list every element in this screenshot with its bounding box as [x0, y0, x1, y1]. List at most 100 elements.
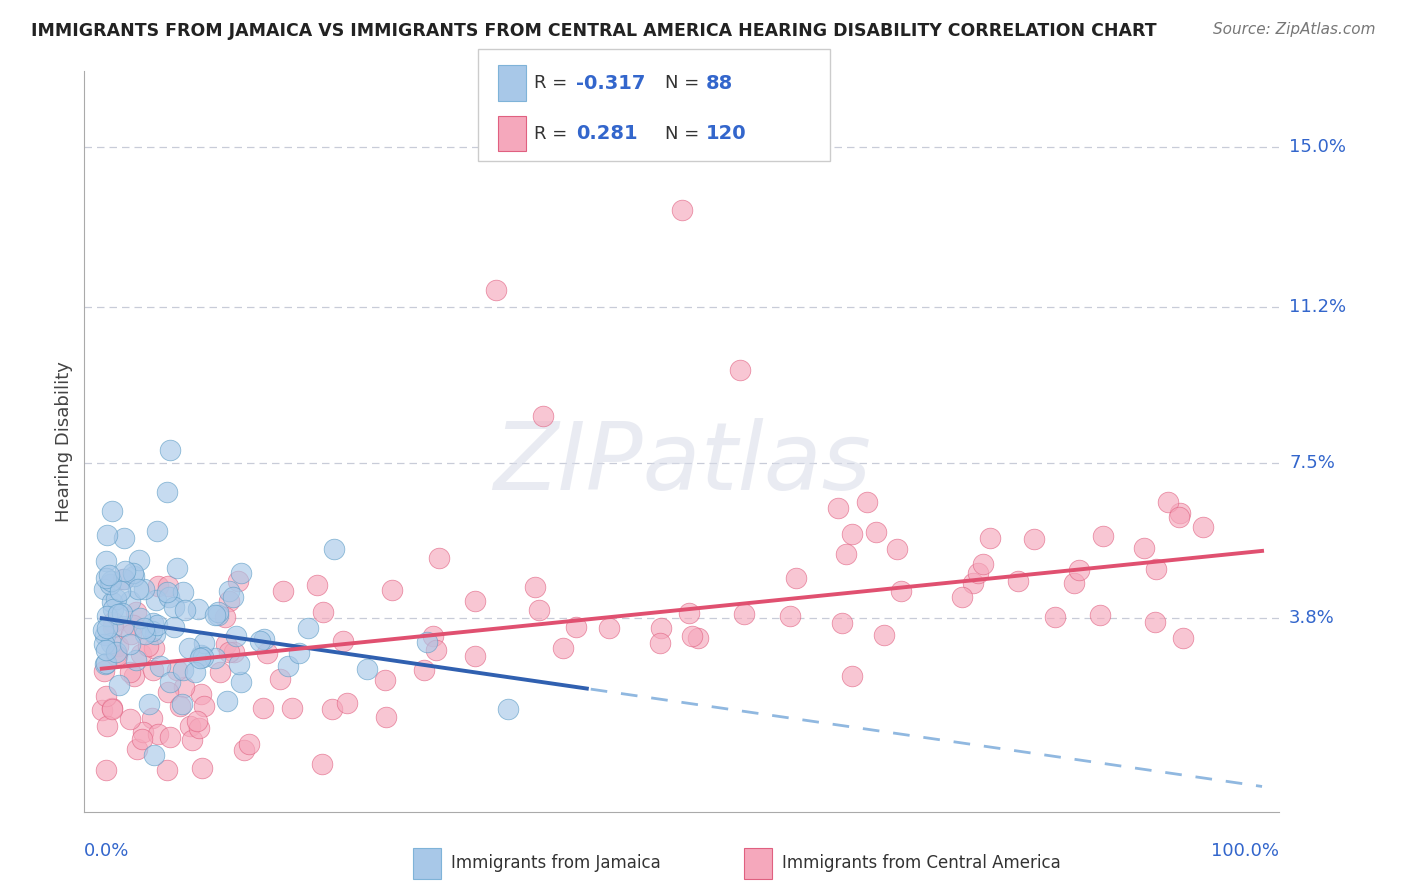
Point	[1007, 574, 1029, 588]
Point	[336, 696, 359, 710]
Point	[163, 599, 186, 614]
Text: 15.0%: 15.0%	[1289, 138, 1346, 156]
Point	[671, 203, 693, 218]
Point	[209, 665, 232, 679]
Point	[231, 675, 253, 690]
Point	[100, 595, 122, 609]
Text: 7.5%: 7.5%	[1289, 453, 1336, 472]
Text: 0.0%: 0.0%	[84, 842, 129, 860]
Point	[138, 698, 160, 712]
Text: 100.0%: 100.0%	[1212, 842, 1279, 860]
Point	[108, 678, 131, 692]
Point	[381, 583, 404, 598]
Point	[122, 569, 145, 583]
Point	[172, 663, 194, 677]
Point	[184, 665, 207, 679]
Point	[97, 567, 120, 582]
Point	[464, 648, 486, 663]
Point	[531, 409, 554, 424]
Point	[105, 648, 128, 663]
Point	[873, 628, 896, 642]
Text: Immigrants from Jamaica: Immigrants from Jamaica	[451, 855, 661, 872]
Point	[159, 442, 181, 457]
Text: 0.281: 0.281	[576, 124, 638, 143]
Text: 3.8%: 3.8%	[1289, 609, 1334, 627]
Point	[650, 621, 672, 635]
Point	[231, 566, 253, 581]
Point	[733, 607, 755, 622]
Point	[972, 557, 994, 571]
Point	[101, 602, 124, 616]
Text: 120: 120	[706, 124, 747, 143]
Point	[143, 747, 166, 762]
Point	[1069, 563, 1091, 577]
Point	[90, 703, 112, 717]
Point	[889, 583, 911, 598]
Point	[156, 585, 179, 599]
Point	[204, 651, 226, 665]
Point	[101, 504, 124, 518]
Point	[311, 756, 333, 771]
Point	[831, 616, 853, 631]
Point	[321, 701, 343, 715]
Point	[464, 594, 486, 608]
Point	[141, 711, 163, 725]
Point	[190, 648, 212, 662]
Point	[865, 525, 887, 540]
Point	[496, 702, 519, 716]
Text: -0.317: -0.317	[576, 74, 645, 93]
Point	[425, 642, 447, 657]
Point	[104, 648, 127, 662]
Point	[1092, 529, 1115, 543]
Point	[207, 605, 229, 619]
Point	[271, 584, 294, 599]
Point	[127, 742, 149, 756]
Point	[193, 635, 215, 649]
Point	[112, 572, 135, 586]
Point	[1133, 541, 1156, 555]
Point	[134, 627, 156, 641]
Point	[142, 663, 165, 677]
Point	[214, 637, 236, 651]
Point	[485, 283, 508, 297]
Point	[100, 574, 122, 588]
Point	[297, 621, 319, 635]
Text: R =: R =	[534, 125, 574, 143]
Point	[129, 611, 152, 625]
Point	[252, 700, 274, 714]
Point	[188, 650, 211, 665]
Point	[332, 633, 354, 648]
Point	[191, 649, 214, 664]
Point	[589, 106, 612, 120]
Point	[565, 620, 588, 634]
Point	[427, 550, 450, 565]
Point	[120, 626, 142, 640]
Point	[322, 541, 344, 556]
Point	[1063, 576, 1085, 591]
Point	[143, 627, 166, 641]
Point	[129, 647, 152, 661]
Point	[228, 657, 250, 671]
Point	[94, 763, 117, 777]
Point	[112, 531, 135, 545]
Point	[94, 554, 117, 568]
Point	[523, 580, 546, 594]
Point	[678, 606, 700, 620]
Text: N =: N =	[665, 74, 704, 92]
Point	[233, 743, 256, 757]
Point	[149, 659, 172, 673]
Point	[107, 607, 129, 621]
Point	[305, 578, 328, 592]
Text: Source: ZipAtlas.com: Source: ZipAtlas.com	[1212, 22, 1375, 37]
Point	[114, 564, 136, 578]
Point	[145, 593, 167, 607]
Point	[1144, 615, 1167, 629]
Point	[162, 620, 184, 634]
Point	[96, 528, 118, 542]
Text: R =: R =	[534, 74, 574, 92]
Point	[100, 636, 122, 650]
Y-axis label: Hearing Disability: Hearing Disability	[55, 361, 73, 522]
Point	[170, 697, 193, 711]
Point	[1144, 562, 1167, 576]
Point	[375, 710, 398, 724]
